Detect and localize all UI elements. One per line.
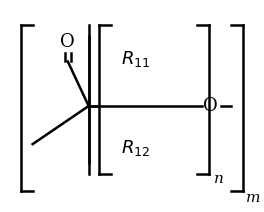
- Text: O: O: [202, 97, 217, 115]
- Text: $R_{11}$: $R_{11}$: [121, 49, 150, 69]
- Text: m: m: [246, 191, 261, 205]
- Text: O: O: [60, 33, 75, 51]
- Text: n: n: [214, 172, 224, 186]
- Text: $R_{12}$: $R_{12}$: [121, 138, 150, 158]
